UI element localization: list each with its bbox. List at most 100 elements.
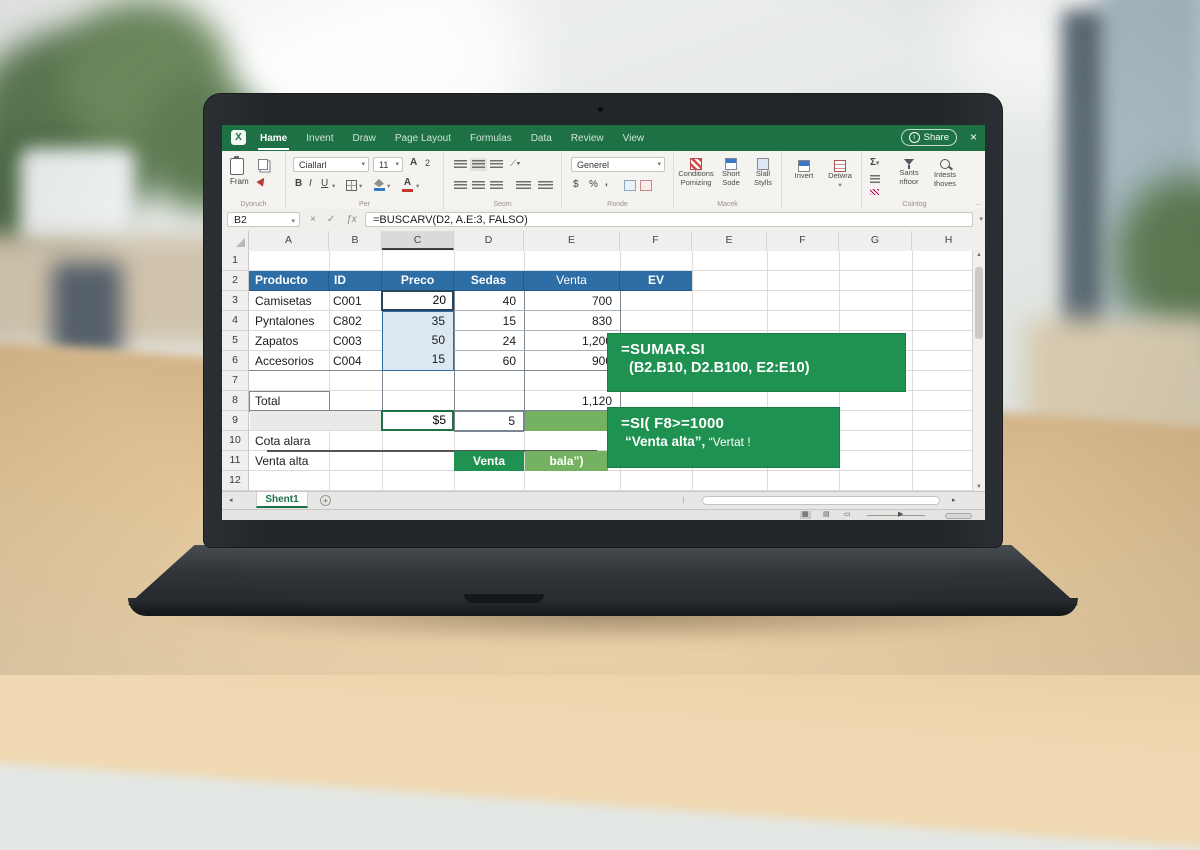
- row-header-3[interactable]: 3: [222, 291, 249, 311]
- scrollbar-thumb[interactable]: [975, 267, 983, 339]
- cell-e3[interactable]: 700: [591, 294, 612, 308]
- percent-format-button[interactable]: %: [589, 179, 598, 190]
- sheet-nav-left-icon[interactable]: ◂: [229, 497, 233, 504]
- column-header-a[interactable]: A: [249, 231, 329, 250]
- row-header-8[interactable]: 8: [222, 391, 249, 411]
- merge-center-button[interactable]: [538, 181, 553, 190]
- row-header-1[interactable]: 1: [222, 251, 249, 271]
- align-middle-button[interactable]: [470, 158, 487, 171]
- paste-button[interactable]: Fram: [230, 156, 249, 186]
- add-sheet-icon[interactable]: +: [320, 495, 331, 506]
- sheet-tab[interactable]: Shent1: [256, 492, 308, 508]
- cell-e6[interactable]: 900: [591, 354, 612, 368]
- sheet-nav-right-icon[interactable]: ▸: [952, 497, 956, 504]
- column-header-e2[interactable]: E: [692, 231, 767, 250]
- view-break-icon[interactable]: ▭: [844, 511, 851, 518]
- scroll-up-icon[interactable]: ▲: [976, 252, 982, 258]
- cell-a5[interactable]: Zapatos: [255, 334, 299, 348]
- row-header-4[interactable]: 4: [222, 311, 249, 331]
- zoom-slider-knob[interactable]: ▶: [898, 511, 904, 518]
- zoom-level-box[interactable]: [945, 512, 972, 519]
- cancel-icon[interactable]: ×: [310, 214, 316, 225]
- cell-e11-green[interactable]: bala”): [525, 451, 608, 471]
- increase-decimal-button[interactable]: [624, 180, 636, 191]
- cell-d4[interactable]: 15: [502, 314, 516, 328]
- cell-a3[interactable]: Camisetas: [255, 294, 312, 308]
- align-right-button[interactable]: [490, 181, 503, 190]
- indent-button[interactable]: [516, 181, 531, 190]
- tab-view[interactable]: View: [622, 132, 645, 144]
- grow-font-button[interactable]: A: [410, 157, 418, 168]
- cell-c6[interactable]: 15: [431, 352, 445, 366]
- bold-button[interactable]: B: [295, 178, 303, 189]
- column-header-e[interactable]: E: [524, 231, 620, 250]
- orientation-button[interactable]: ⟋▾: [510, 158, 521, 168]
- tab-draw[interactable]: Draw: [352, 132, 376, 144]
- row-header-11[interactable]: 11: [222, 451, 249, 471]
- italic-button[interactable]: I: [309, 178, 312, 189]
- cell-e5[interactable]: 1,200: [581, 334, 612, 348]
- cell-a11[interactable]: Venta alta: [255, 454, 309, 468]
- vertical-scrollbar[interactable]: ▲ ▼: [972, 251, 985, 491]
- cell-d6[interactable]: 60: [502, 354, 516, 368]
- header-id[interactable]: ID: [329, 271, 382, 291]
- cell-b5[interactable]: C003: [333, 334, 362, 348]
- select-all-corner[interactable]: [222, 231, 249, 250]
- cell-c9[interactable]: $5: [381, 410, 454, 431]
- find-select-button[interactable]: Intests thoves: [928, 159, 962, 188]
- header-venta[interactable]: Venta: [524, 271, 620, 291]
- row-header-6[interactable]: 6: [222, 351, 249, 371]
- cell-a10[interactable]: Cota alara: [255, 434, 311, 448]
- view-normal-icon[interactable]: ▦: [800, 511, 811, 519]
- column-header-h[interactable]: H: [944, 234, 953, 246]
- column-header-b[interactable]: B: [329, 231, 382, 250]
- cell-e8[interactable]: 1,120: [581, 394, 612, 408]
- format-painter-button[interactable]: [256, 175, 268, 187]
- insert-function-icon[interactable]: ƒx: [346, 214, 357, 225]
- selected-range-c4-c6[interactable]: 35 50 15: [382, 311, 454, 371]
- row-header-2[interactable]: 2: [222, 271, 249, 291]
- align-top-button[interactable]: [454, 160, 467, 169]
- cell-d5[interactable]: 24: [502, 334, 516, 348]
- sheet-grid[interactable]: 1 2 3 4 5 6 7 8 9 10 11 12 Producto ID P…: [222, 251, 985, 491]
- cell-c4[interactable]: 35: [431, 314, 445, 328]
- sort-filter-button[interactable]: Sants nftoor: [892, 159, 926, 186]
- font-name-select[interactable]: Ciallarl ▾: [293, 157, 369, 172]
- tab-page-layout[interactable]: Page Layout: [394, 132, 452, 144]
- horizontal-scrollbar[interactable]: [702, 496, 940, 505]
- row-header-7[interactable]: 7: [222, 371, 249, 391]
- scroll-down-icon[interactable]: ▼: [976, 484, 982, 490]
- zoom-slider[interactable]: [867, 515, 925, 516]
- shrink-font-button[interactable]: 2: [425, 158, 431, 168]
- ribbon-collapse-icon[interactable]: ‥: [975, 198, 981, 207]
- tab-data[interactable]: Data: [530, 132, 552, 144]
- comma-format-button[interactable]: ,: [605, 177, 608, 188]
- tab-home[interactable]: Hame: [257, 132, 290, 150]
- copy-button[interactable]: [258, 159, 268, 170]
- decrease-decimal-button[interactable]: [640, 180, 652, 191]
- row-header-5[interactable]: 5: [222, 331, 249, 351]
- accounting-format-button[interactable]: $: [573, 179, 579, 190]
- font-color-button[interactable]: A: [402, 177, 413, 192]
- active-cell-c3[interactable]: 20: [381, 290, 454, 311]
- formula-bar-expand-icon[interactable]: ▾: [979, 216, 983, 223]
- align-center-button[interactable]: [472, 181, 485, 190]
- tab-review[interactable]: Review: [570, 132, 604, 144]
- tab-formulas[interactable]: Formulas: [470, 132, 512, 144]
- format-as-table-button[interactable]: Short Sode: [716, 158, 746, 187]
- fill-color-button[interactable]: [374, 179, 385, 191]
- clear-button[interactable]: [870, 189, 879, 195]
- cell-a6[interactable]: Accesorios: [255, 354, 314, 368]
- header-ev[interactable]: EV: [647, 273, 664, 287]
- close-button[interactable]: ×: [969, 130, 977, 144]
- cell-b4[interactable]: C802: [333, 314, 362, 328]
- view-layout-icon[interactable]: ▤: [823, 511, 830, 518]
- tab-insert[interactable]: Invent: [306, 132, 334, 144]
- column-header-c[interactable]: C: [382, 231, 454, 250]
- row-header-9[interactable]: 9: [222, 411, 249, 431]
- column-header-g[interactable]: G: [839, 231, 912, 250]
- header-producto[interactable]: Producto: [249, 271, 329, 291]
- enter-icon[interactable]: ✓: [326, 214, 336, 225]
- font-size-select[interactable]: 11 ▾: [373, 157, 403, 172]
- delete-cells-button[interactable]: Detwra ▾: [824, 160, 856, 189]
